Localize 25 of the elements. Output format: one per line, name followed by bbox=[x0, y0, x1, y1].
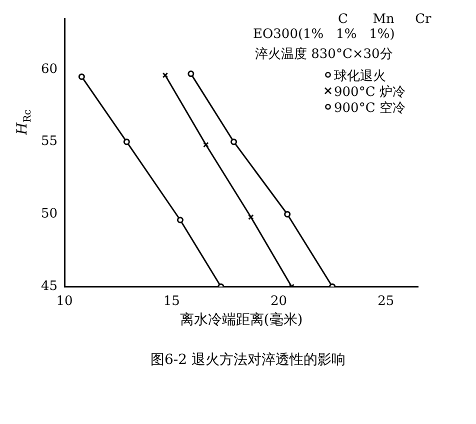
x-tick-label: 10 bbox=[56, 294, 73, 309]
y-axis-title: HRc bbox=[14, 108, 34, 136]
legend-label: 球化退火 bbox=[334, 68, 386, 84]
x-axis-title: 离水冷端距离(毫米) bbox=[180, 312, 303, 328]
point bbox=[203, 142, 209, 148]
point bbox=[248, 214, 254, 220]
x-tick-label: 25 bbox=[378, 294, 394, 309]
annotation: 淬火温度 830°C×30分 bbox=[255, 46, 393, 62]
annotation: C Mn Cr bbox=[338, 12, 432, 27]
point bbox=[78, 73, 85, 80]
point bbox=[284, 210, 291, 218]
text: 图6-2 退火方法对淬透性的影响 bbox=[150, 351, 346, 369]
x-tick-label: 15 bbox=[163, 294, 180, 309]
y-tick-label: 50 bbox=[40, 206, 58, 222]
y-tick-label: 60 bbox=[40, 62, 58, 77]
point bbox=[230, 138, 238, 146]
legend-label: 900°C 空冷 bbox=[334, 100, 406, 116]
point bbox=[176, 216, 184, 224]
point bbox=[123, 138, 130, 146]
legend-label: 900°C 炉冷 bbox=[334, 84, 406, 100]
point bbox=[188, 70, 194, 78]
y-tick-label: 45 bbox=[40, 278, 58, 294]
x-tick-label: 20 bbox=[270, 294, 288, 309]
y-tick-label: 55 bbox=[40, 134, 58, 150]
annotation: EO300(1% 1% 1%) bbox=[253, 26, 395, 42]
